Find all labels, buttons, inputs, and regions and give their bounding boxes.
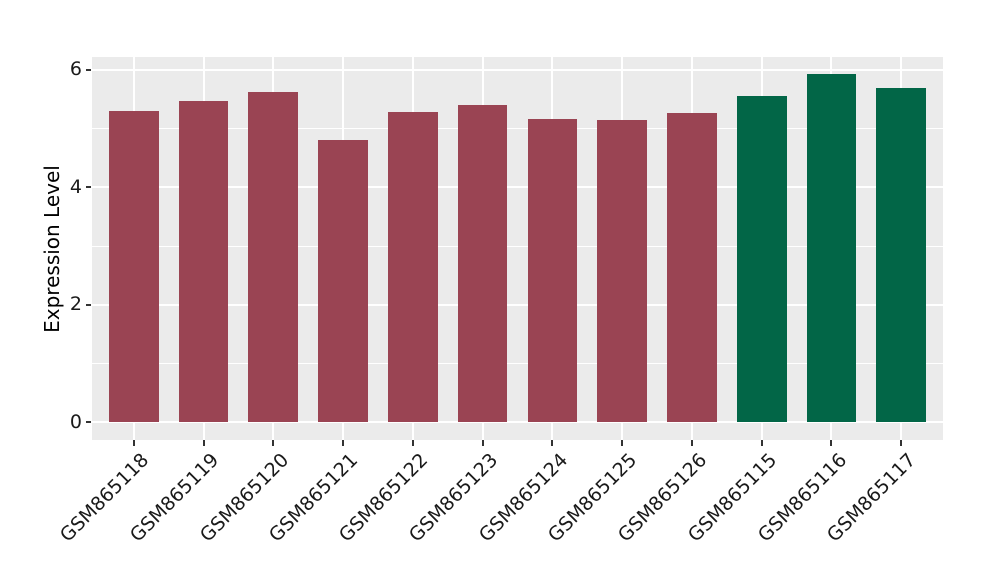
y-tick-label-0: 0 <box>69 410 82 433</box>
bar-GSM865123 <box>457 105 508 423</box>
plot-panel <box>92 57 943 440</box>
x-tick-mark-GSM865123 <box>481 440 484 446</box>
bar-GSM865121 <box>318 140 368 423</box>
bar-GSM865124 <box>527 119 578 423</box>
x-tick-mark-GSM865119 <box>202 440 205 446</box>
x-tick-mark-GSM865122 <box>411 440 414 446</box>
x-tick-mark-GSM865118 <box>132 440 135 446</box>
gridline-y-major-0 <box>92 421 943 424</box>
gridline-y-major-2 <box>92 303 943 306</box>
bar-GSM865126 <box>667 112 717 423</box>
y-tick-mark-2 <box>86 303 91 306</box>
y-tick-label-6: 6 <box>69 58 82 81</box>
bar-GSM865116 <box>806 74 857 423</box>
bar-GSM865118 <box>108 111 159 423</box>
gridline-y-major-6 <box>92 68 943 71</box>
x-tick-mark-GSM865120 <box>272 440 275 446</box>
x-tick-mark-GSM865121 <box>342 440 345 446</box>
x-tick-mark-GSM865126 <box>690 440 693 446</box>
y-tick-mark-0 <box>86 421 91 424</box>
bar-GSM865125 <box>597 119 647 423</box>
x-tick-mark-GSM865117 <box>900 440 903 446</box>
y-tick-label-2: 2 <box>69 293 82 316</box>
bar-GSM865122 <box>388 112 438 423</box>
x-tick-mark-GSM865116 <box>830 440 833 446</box>
gridline-y-major-4 <box>92 186 943 189</box>
bar-GSM865120 <box>248 92 299 423</box>
bar-GSM865115 <box>736 95 787 423</box>
bar-GSM865117 <box>876 88 926 423</box>
gridline-y-minor-1 <box>92 363 943 365</box>
x-tick-mark-GSM865125 <box>621 440 624 446</box>
y-tick-mark-6 <box>86 68 91 71</box>
y-tick-label-4: 4 <box>69 175 82 198</box>
gridline-y-minor-3 <box>92 245 943 247</box>
bar-GSM865119 <box>178 101 229 423</box>
y-tick-mark-4 <box>86 186 91 189</box>
x-tick-mark-GSM865124 <box>551 440 554 446</box>
x-tick-mark-GSM865115 <box>760 440 763 446</box>
gridline-y-minor-5 <box>92 128 943 130</box>
